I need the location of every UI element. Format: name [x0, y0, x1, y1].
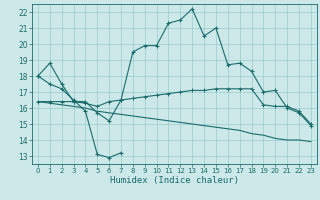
X-axis label: Humidex (Indice chaleur): Humidex (Indice chaleur) — [110, 176, 239, 185]
